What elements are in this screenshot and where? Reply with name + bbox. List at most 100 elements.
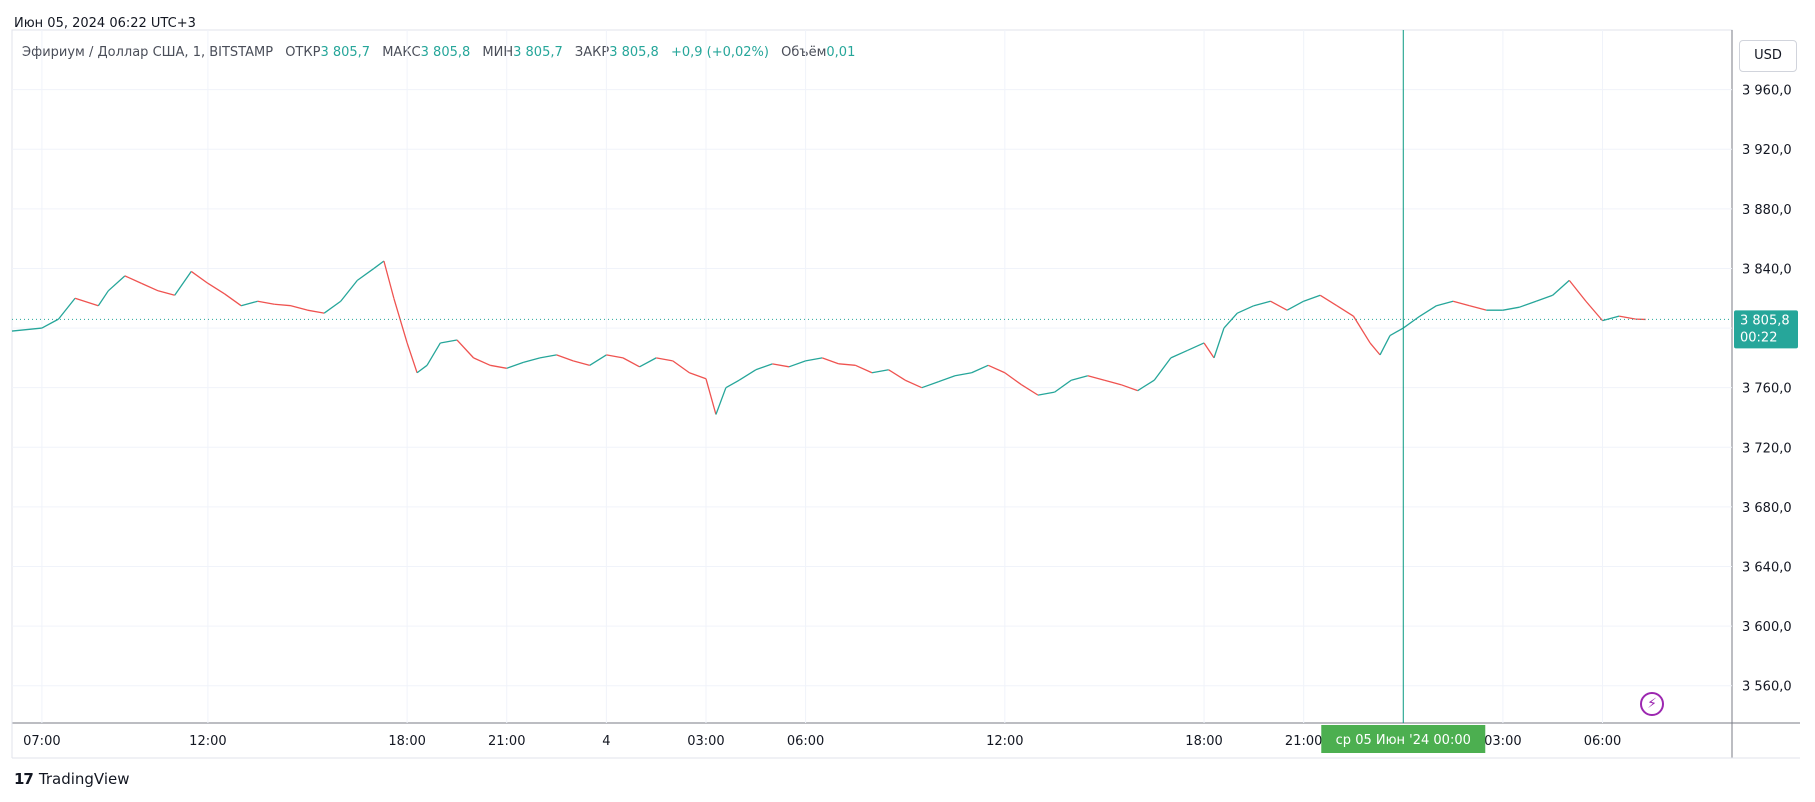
price-segment xyxy=(1519,300,1537,308)
change-value: +0,9 (+0,02%) xyxy=(670,45,769,60)
price-segment xyxy=(124,275,142,284)
price-segment xyxy=(440,339,458,344)
price-segment xyxy=(323,300,342,314)
y-tick-label: 3 640,0 xyxy=(1742,561,1792,576)
price-segment xyxy=(290,305,308,311)
x-tick-label: 06:00 xyxy=(787,734,824,749)
price-segment xyxy=(240,300,258,307)
price-segment xyxy=(157,290,175,296)
price-segment xyxy=(1585,300,1603,322)
y-tick-label: 3 680,0 xyxy=(1742,501,1792,516)
price-segment xyxy=(393,298,408,344)
x-tick-label: 12:00 xyxy=(189,734,226,749)
price-segment xyxy=(1389,327,1404,337)
price-segment xyxy=(1319,294,1338,307)
high-value: 3 805,8 xyxy=(420,45,471,60)
price-segment xyxy=(1203,342,1215,359)
price-segment xyxy=(74,297,99,307)
price-segment xyxy=(1303,294,1321,302)
x-tick-label: 03:00 xyxy=(1484,734,1521,749)
price-segment xyxy=(921,381,939,389)
last-price-tag xyxy=(1734,310,1798,349)
x-tick-label: 06:00 xyxy=(1584,734,1621,749)
price-segment xyxy=(1054,379,1072,393)
price-segment xyxy=(954,372,972,377)
y-tick-label: 3 760,0 xyxy=(1742,382,1792,397)
price-segment xyxy=(606,354,624,359)
price-segment xyxy=(987,364,1006,374)
low-label: МИН xyxy=(482,45,514,60)
price-segment xyxy=(1402,315,1421,329)
price-segment xyxy=(938,375,956,383)
x-tick-label: 03:00 xyxy=(687,734,724,749)
price-segment xyxy=(456,339,475,359)
x-tick-label: 4 xyxy=(602,734,610,749)
price-segment xyxy=(307,309,325,314)
high-label: МАКС xyxy=(382,45,421,60)
volume-label: Объём xyxy=(781,45,827,60)
x-tick-label: 07:00 xyxy=(23,734,60,749)
price-segment xyxy=(1379,335,1391,356)
price-segment xyxy=(1469,305,1487,311)
price-segment xyxy=(1270,300,1288,311)
price-segment xyxy=(1568,279,1587,302)
price-segment xyxy=(1153,357,1172,381)
price-segment xyxy=(1236,305,1255,314)
price-segment xyxy=(506,361,524,369)
price-segment xyxy=(490,364,507,369)
price-segment xyxy=(107,275,126,292)
price-segment xyxy=(190,270,209,284)
price-segment xyxy=(725,379,740,389)
x-tick-label: 18:00 xyxy=(388,734,425,749)
price-segment xyxy=(715,387,727,415)
close-label: ЗАКР xyxy=(574,45,610,60)
price-segment xyxy=(572,360,590,366)
currency-button[interactable]: USD xyxy=(1739,40,1797,72)
price-segment xyxy=(705,378,717,415)
price-segment xyxy=(539,354,557,359)
tradingview-brand[interactable]: 17 TradingView xyxy=(14,770,130,788)
price-segment xyxy=(1419,305,1437,317)
price-segment xyxy=(1223,312,1238,329)
y-tick-label: 3 560,0 xyxy=(1742,680,1792,695)
symbol-title[interactable]: Эфириум / Доллар США, 1, BITSTAMP xyxy=(22,45,274,60)
y-tick-label: 3 840,0 xyxy=(1742,262,1792,277)
price-segment xyxy=(274,303,291,307)
price-segment xyxy=(406,342,418,373)
price-segment xyxy=(1037,391,1055,396)
price-segment xyxy=(141,282,159,292)
price-segment xyxy=(971,364,989,374)
price-segment xyxy=(41,318,59,329)
price-segment xyxy=(855,364,873,374)
lightning-icon[interactable]: ⚡ xyxy=(1640,692,1664,716)
x-tick-label: 18:00 xyxy=(1185,734,1222,749)
price-segment xyxy=(340,279,358,302)
chart-datetime: Июн 05, 2024 06:22 UTC+3 xyxy=(14,16,196,31)
price-segment xyxy=(224,293,242,307)
price-segment xyxy=(426,342,441,366)
price-segment xyxy=(1120,384,1138,392)
brand-name: TradingView xyxy=(38,770,130,788)
price-segment xyxy=(738,369,757,381)
price-segment xyxy=(656,357,673,362)
y-tick-label: 3 720,0 xyxy=(1742,441,1792,456)
price-segment xyxy=(821,357,840,365)
price-segment xyxy=(416,364,428,374)
y-tick-label: 3 600,0 xyxy=(1742,620,1792,635)
price-segment xyxy=(1021,384,1039,396)
price-segment xyxy=(1602,315,1620,322)
price-segment xyxy=(788,360,806,368)
price-segment xyxy=(1087,375,1105,381)
price-segment xyxy=(1502,306,1520,311)
price-segment xyxy=(11,327,42,332)
price-segment xyxy=(1253,300,1271,307)
plot-area xyxy=(11,29,1733,724)
price-segment xyxy=(1352,315,1371,344)
price-segment xyxy=(556,354,574,362)
x-tick-label: 21:00 xyxy=(488,734,525,749)
price-segment xyxy=(1187,342,1205,352)
price-segment xyxy=(1535,294,1553,302)
price-segment xyxy=(622,357,640,368)
price-segment xyxy=(1452,300,1470,307)
